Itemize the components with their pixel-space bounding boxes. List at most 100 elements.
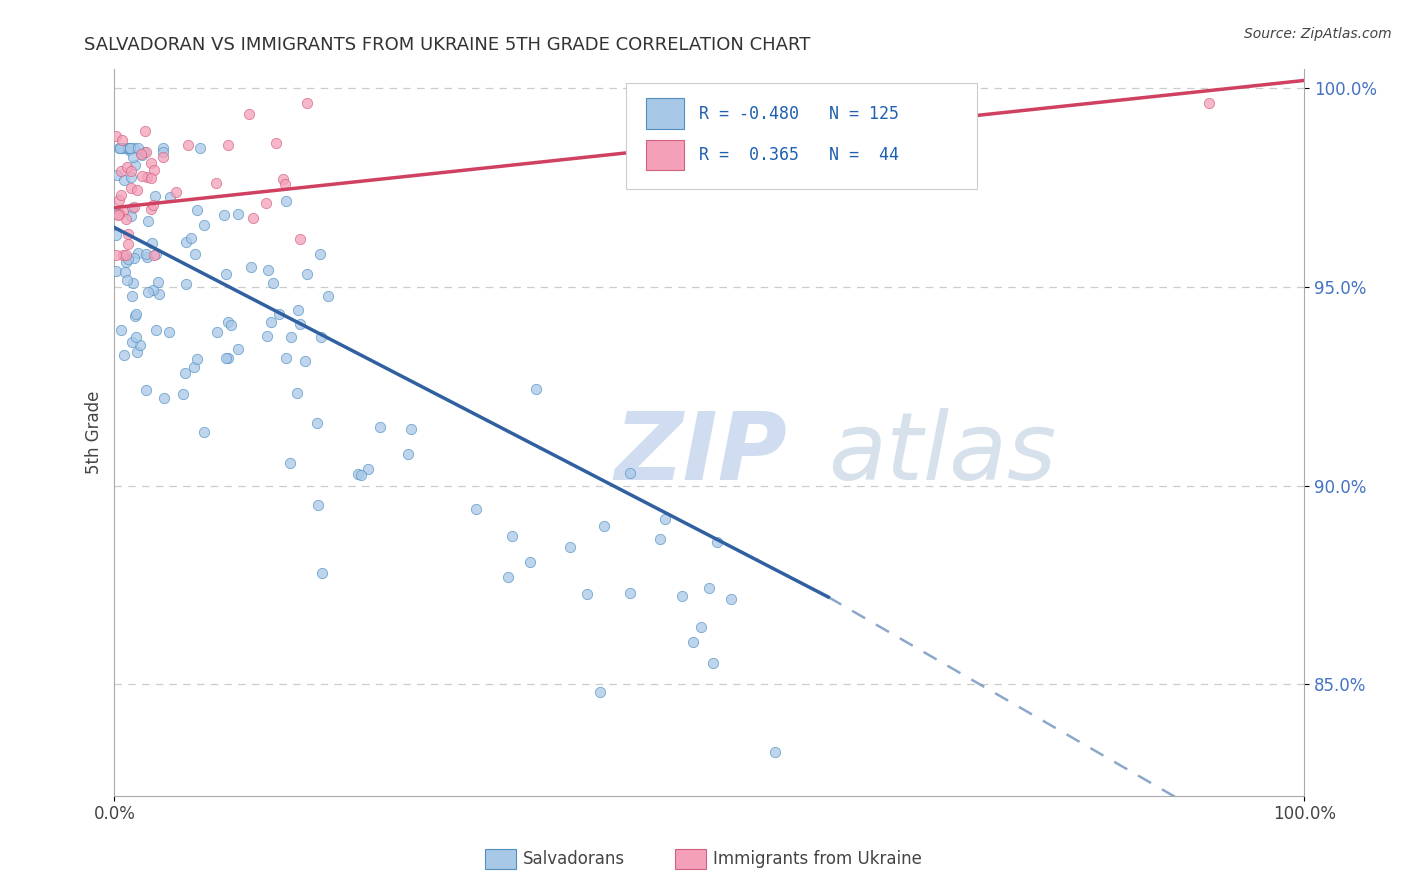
Point: [131, 147, 153, 161]
Point: [117, 252, 139, 266]
Point: [274, 351, 297, 365]
Point: [118, 144, 141, 158]
Point: [112, 204, 135, 219]
Point: [311, 329, 333, 343]
Point: [127, 141, 149, 155]
Point: [146, 275, 169, 289]
Point: [173, 366, 195, 380]
Point: [105, 129, 128, 144]
Point: [114, 265, 136, 279]
Point: [120, 163, 142, 178]
Point: [121, 150, 143, 164]
Point: [217, 315, 239, 329]
Point: [143, 248, 166, 262]
Point: [288, 232, 311, 246]
Point: [1198, 96, 1220, 111]
Point: [558, 540, 581, 554]
Point: [139, 202, 162, 216]
Point: [589, 685, 612, 699]
Point: [159, 190, 181, 204]
Text: ZIP: ZIP: [614, 408, 787, 500]
Point: [260, 315, 283, 329]
Point: [122, 141, 145, 155]
Text: atlas: atlas: [828, 409, 1056, 500]
Point: [318, 289, 340, 303]
Point: [110, 164, 132, 178]
Point: [157, 325, 180, 339]
Point: [285, 385, 308, 400]
Point: [135, 145, 157, 159]
Point: [184, 247, 207, 261]
Point: [368, 420, 391, 434]
Point: [152, 150, 174, 164]
Point: [174, 235, 197, 249]
Point: [307, 498, 329, 512]
Point: [396, 447, 419, 461]
Point: [763, 745, 786, 759]
Point: [141, 235, 163, 250]
Point: [115, 212, 138, 227]
Point: [105, 207, 128, 221]
Point: [399, 422, 422, 436]
Point: [110, 141, 132, 155]
Point: [254, 196, 277, 211]
Point: [111, 133, 134, 147]
Point: [105, 248, 128, 262]
Point: [120, 170, 142, 185]
Point: [110, 323, 132, 337]
Point: [107, 208, 129, 222]
Point: [311, 566, 333, 580]
Point: [148, 286, 170, 301]
Point: [174, 277, 197, 291]
Point: [110, 187, 132, 202]
Point: [278, 456, 301, 470]
Point: [136, 250, 159, 264]
Point: [654, 512, 676, 526]
Y-axis label: 5th Grade: 5th Grade: [86, 391, 103, 474]
Point: [682, 635, 704, 649]
Point: [697, 581, 720, 595]
Point: [288, 318, 311, 332]
Point: [145, 247, 167, 261]
Point: [131, 169, 153, 184]
Point: [294, 354, 316, 368]
Point: [117, 227, 139, 242]
Point: [706, 534, 728, 549]
Point: [152, 141, 174, 155]
Point: [501, 529, 523, 543]
Point: [121, 201, 143, 215]
Point: [107, 141, 129, 155]
Point: [347, 467, 370, 481]
Point: [112, 173, 135, 187]
Point: [276, 194, 298, 209]
Point: [143, 189, 166, 203]
Point: [180, 231, 202, 245]
Point: [129, 146, 152, 161]
Point: [114, 255, 136, 269]
Point: [136, 214, 159, 228]
Point: [186, 352, 208, 367]
Point: [172, 387, 194, 401]
Point: [671, 589, 693, 603]
Point: [619, 586, 641, 600]
Point: [350, 467, 373, 482]
Point: [105, 168, 128, 182]
Point: [176, 137, 198, 152]
FancyBboxPatch shape: [626, 83, 977, 188]
Point: [357, 462, 380, 476]
Point: [135, 383, 157, 397]
Point: [280, 330, 302, 344]
Point: [120, 141, 142, 155]
Text: R = -0.480   N = 125: R = -0.480 N = 125: [699, 104, 898, 122]
Point: [112, 348, 135, 362]
Point: [115, 248, 138, 262]
FancyBboxPatch shape: [647, 140, 685, 170]
Point: [120, 209, 142, 223]
Point: [127, 345, 149, 359]
Point: [111, 248, 134, 262]
Point: [110, 141, 132, 155]
Point: [122, 276, 145, 290]
Point: [193, 425, 215, 439]
Point: [242, 211, 264, 225]
Point: [271, 172, 294, 186]
